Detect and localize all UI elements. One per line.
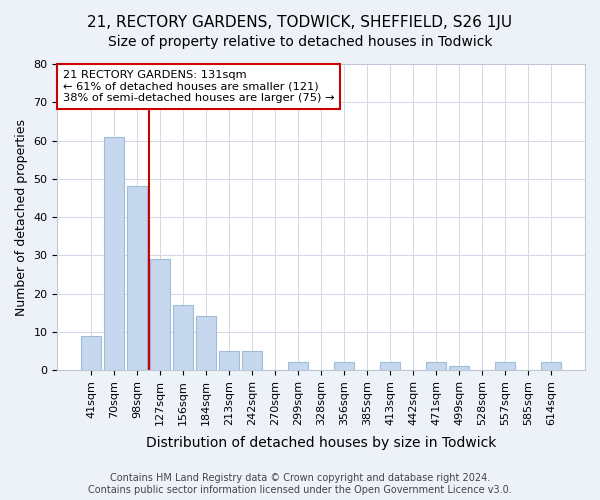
Bar bbox=[127, 186, 147, 370]
Bar bbox=[104, 136, 124, 370]
Bar bbox=[220, 351, 239, 370]
X-axis label: Distribution of detached houses by size in Todwick: Distribution of detached houses by size … bbox=[146, 436, 496, 450]
Bar bbox=[289, 362, 308, 370]
Text: Size of property relative to detached houses in Todwick: Size of property relative to detached ho… bbox=[108, 35, 492, 49]
Bar bbox=[196, 316, 216, 370]
Bar bbox=[82, 336, 101, 370]
Text: 21, RECTORY GARDENS, TODWICK, SHEFFIELD, S26 1JU: 21, RECTORY GARDENS, TODWICK, SHEFFIELD,… bbox=[88, 15, 512, 30]
Bar bbox=[449, 366, 469, 370]
Bar bbox=[151, 259, 170, 370]
Y-axis label: Number of detached properties: Number of detached properties bbox=[15, 118, 28, 316]
Bar bbox=[380, 362, 400, 370]
Bar bbox=[541, 362, 561, 370]
Bar bbox=[496, 362, 515, 370]
Text: Contains HM Land Registry data © Crown copyright and database right 2024.
Contai: Contains HM Land Registry data © Crown c… bbox=[88, 474, 512, 495]
Bar bbox=[334, 362, 354, 370]
Bar bbox=[173, 305, 193, 370]
Bar bbox=[242, 351, 262, 370]
Bar bbox=[427, 362, 446, 370]
Text: 21 RECTORY GARDENS: 131sqm
← 61% of detached houses are smaller (121)
38% of sem: 21 RECTORY GARDENS: 131sqm ← 61% of deta… bbox=[62, 70, 334, 103]
